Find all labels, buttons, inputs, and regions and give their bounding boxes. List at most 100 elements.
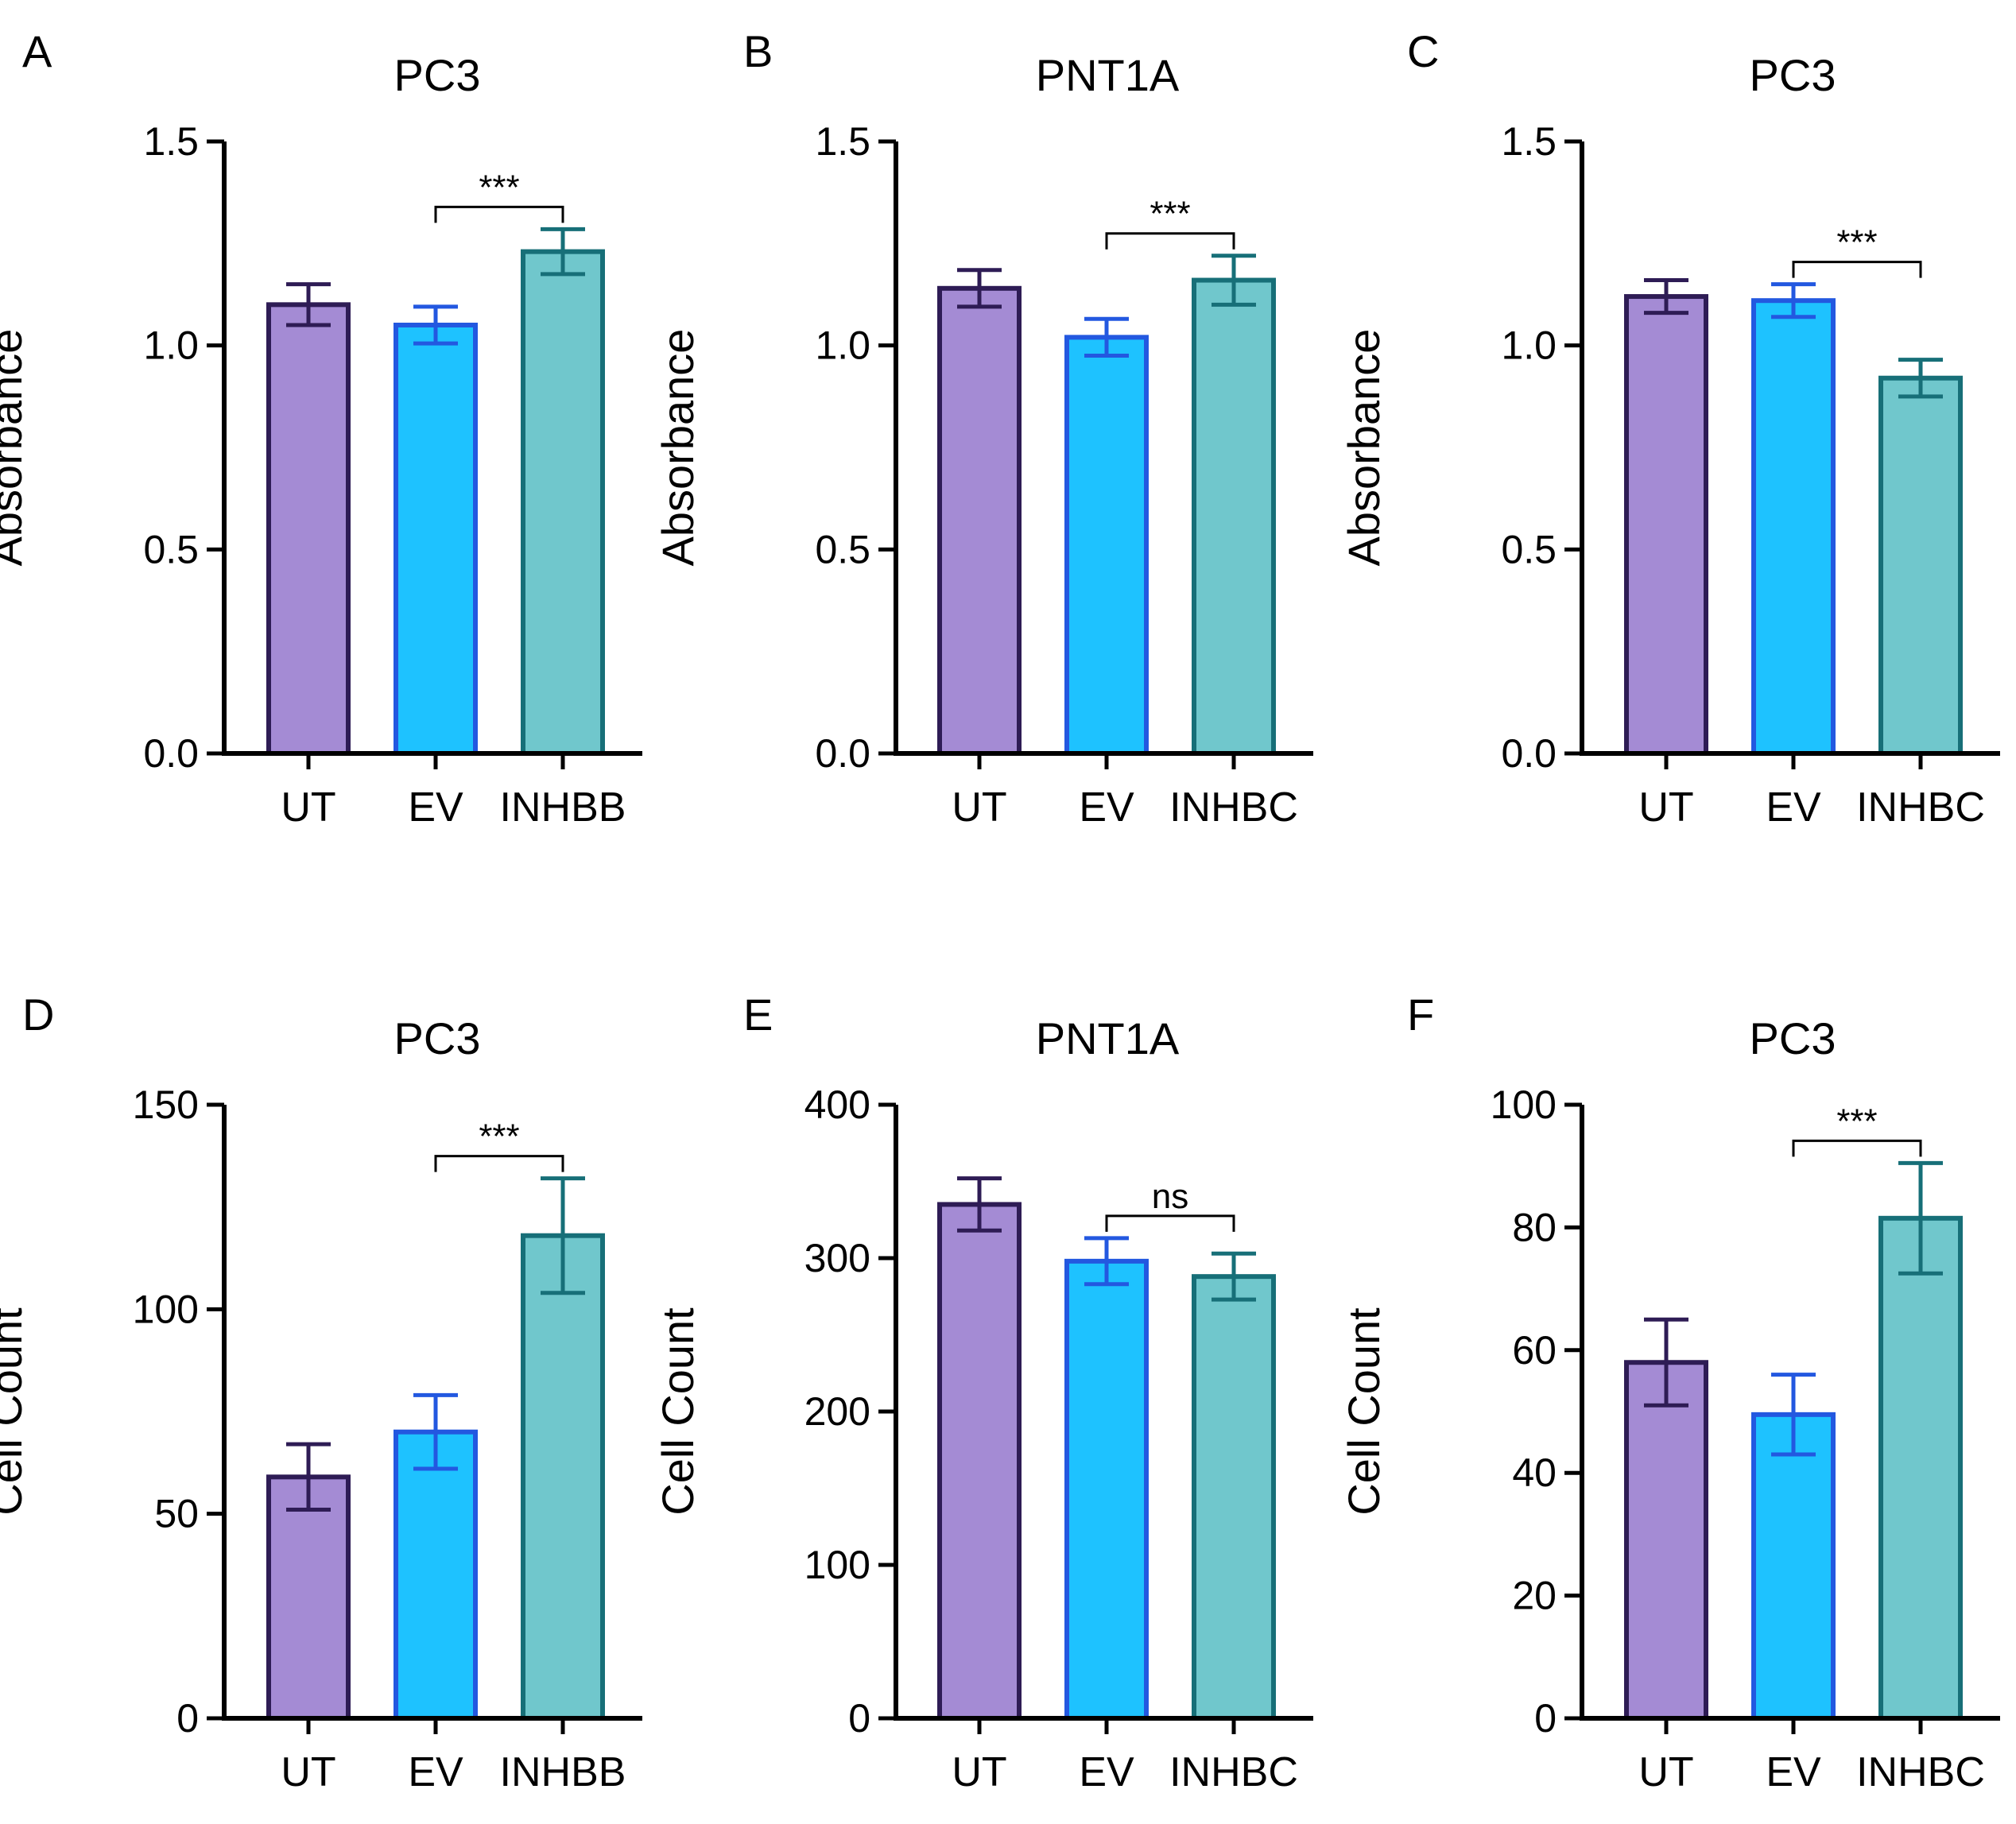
x-tick-label: INHBC <box>1169 784 1298 831</box>
chart-title: PC3 <box>394 1013 481 1063</box>
bar-inhbc <box>1878 1215 1963 1721</box>
bar-inhbb <box>521 249 605 757</box>
chart-title: PNT1A <box>1036 50 1180 100</box>
y-tick-label: 1.0 <box>815 323 870 368</box>
y-tick-label: 50 <box>154 1492 199 1536</box>
y-tick-label: 400 <box>804 1082 870 1127</box>
x-tick-label: INHBB <box>500 1749 626 1795</box>
x-tick-label: UT <box>281 784 335 831</box>
y-tick-label: 150 <box>133 1082 199 1127</box>
significance-label: *** <box>1150 195 1190 234</box>
chart-panel-d: D PC3 Cell Count UT EV INHBB 0 50 100 150 *** <box>0 989 642 1795</box>
bar-ev <box>1064 1258 1149 1721</box>
significance-bracket <box>1105 1214 1235 1232</box>
x-tick-label: EV <box>1766 784 1821 831</box>
x-tick-label: EV <box>408 1749 463 1795</box>
x-tick-label: UT <box>952 1749 1006 1795</box>
bar-ut <box>266 1474 351 1721</box>
y-axis-label: Absorbance <box>0 329 31 567</box>
y-axis-label: Cell Count <box>653 1307 703 1516</box>
x-tick-label: UT <box>1638 784 1693 831</box>
y-axis-label: Cell Count <box>1339 1307 1389 1516</box>
chart-panel-c: C PC3 Absorbance UT EV INHBC 0.0 0.5 1.0 1.5 *** <box>1339 26 2000 831</box>
significance-label: *** <box>479 1117 519 1156</box>
y-axis-label: Absorbance <box>653 329 703 567</box>
significance-label: *** <box>479 168 519 207</box>
panel-letter: F <box>1407 989 1434 1040</box>
x-tick-label: EV <box>1079 784 1134 831</box>
y-tick-label: 1.5 <box>815 119 870 164</box>
y-tick-label: 1.5 <box>143 119 199 164</box>
x-tick-label: EV <box>1079 1749 1134 1795</box>
x-tick-label: INHBC <box>1169 1749 1298 1795</box>
y-tick-label: 300 <box>804 1236 870 1280</box>
x-tick-label: INHBC <box>1856 1749 1985 1795</box>
y-tick-label: 100 <box>1491 1082 1557 1127</box>
chart-panel-e: E PNT1A Cell Count UT EV INHBC 0 100 200 300 400 ns <box>653 989 1313 1795</box>
y-tick-label: 0.5 <box>1501 527 1557 571</box>
y-tick-label: 0.0 <box>1501 731 1557 776</box>
chart-panel-a: A PC3 Absorbance UT EV INHBB 0.0 0.5 1.0 1.5 *** <box>0 26 642 831</box>
x-tick-label: INHBB <box>500 784 626 831</box>
panel-letter: A <box>22 26 52 76</box>
significance-bracket <box>434 205 564 223</box>
y-tick-label: 60 <box>1512 1328 1557 1373</box>
x-tick-label: UT <box>281 1749 335 1795</box>
x-tick-label: EV <box>1766 1749 1821 1795</box>
chart-panel-f: F PC3 Cell Count UT EV INHBC 0 20 40 60 80 100 *** <box>1339 989 2000 1795</box>
panel-letter: D <box>22 989 54 1040</box>
bar-inhbc <box>1192 1274 1276 1721</box>
y-tick-label: 0 <box>1534 1696 1557 1741</box>
bar-ut <box>1624 1360 1708 1721</box>
y-tick-label: 200 <box>804 1389 870 1434</box>
significance-bracket <box>1105 232 1235 250</box>
y-tick-label: 1.5 <box>1501 119 1557 164</box>
y-tick-label: 0 <box>176 1696 199 1741</box>
significance-label: *** <box>1836 223 1877 262</box>
y-tick-label: 100 <box>133 1287 199 1331</box>
panel-letter: C <box>1407 26 1439 76</box>
bar-ev <box>1751 1412 1836 1721</box>
y-axis-label: Absorbance <box>1339 329 1389 567</box>
x-tick-label: EV <box>408 784 463 831</box>
chart-title: PNT1A <box>1036 1013 1180 1063</box>
x-tick-label: INHBC <box>1856 784 1985 831</box>
y-tick-label: 0.0 <box>143 731 199 776</box>
chart-panel-b: B PNT1A Absorbance UT EV INHBC 0.0 0.5 1.0 1.5 *** <box>653 26 1313 831</box>
bar-inhbc <box>1192 277 1276 756</box>
significance-bracket <box>434 1155 564 1172</box>
bar-inhbc <box>1878 375 1963 756</box>
bar-ev <box>1064 335 1149 756</box>
x-tick-label: UT <box>1638 1749 1693 1795</box>
bar-ut <box>266 302 351 757</box>
significance-bracket <box>1792 261 1922 278</box>
x-tick-label: UT <box>952 784 1006 831</box>
y-tick-label: 1.0 <box>1501 323 1557 368</box>
bar-ut <box>937 1202 1022 1721</box>
y-tick-label: 1.0 <box>143 323 199 368</box>
panel-letter: E <box>743 989 773 1040</box>
bar-ev <box>1751 298 1836 756</box>
panel-letter: B <box>743 26 773 76</box>
y-tick-label: 20 <box>1512 1574 1557 1618</box>
bar-ev <box>394 1429 478 1721</box>
bar-ev <box>394 323 478 756</box>
bar-ut <box>937 285 1022 756</box>
chart-title: PC3 <box>1750 50 1836 100</box>
y-tick-label: 0 <box>848 1696 870 1741</box>
y-axis-label: Cell Count <box>0 1307 31 1516</box>
y-tick-label: 100 <box>804 1543 870 1587</box>
chart-title: PC3 <box>1750 1013 1836 1063</box>
bar-ut <box>1624 294 1708 757</box>
y-tick-label: 0.5 <box>143 527 199 571</box>
significance-label: *** <box>1836 1102 1877 1140</box>
chart-title: PC3 <box>394 50 481 100</box>
bar-inhbb <box>521 1233 605 1721</box>
significance-label: ns <box>1152 1177 1188 1216</box>
y-tick-label: 0.5 <box>815 527 870 571</box>
y-tick-label: 0.0 <box>815 731 870 776</box>
y-tick-label: 80 <box>1512 1205 1557 1249</box>
significance-bracket <box>1792 1139 1922 1157</box>
y-tick-label: 40 <box>1512 1450 1557 1495</box>
